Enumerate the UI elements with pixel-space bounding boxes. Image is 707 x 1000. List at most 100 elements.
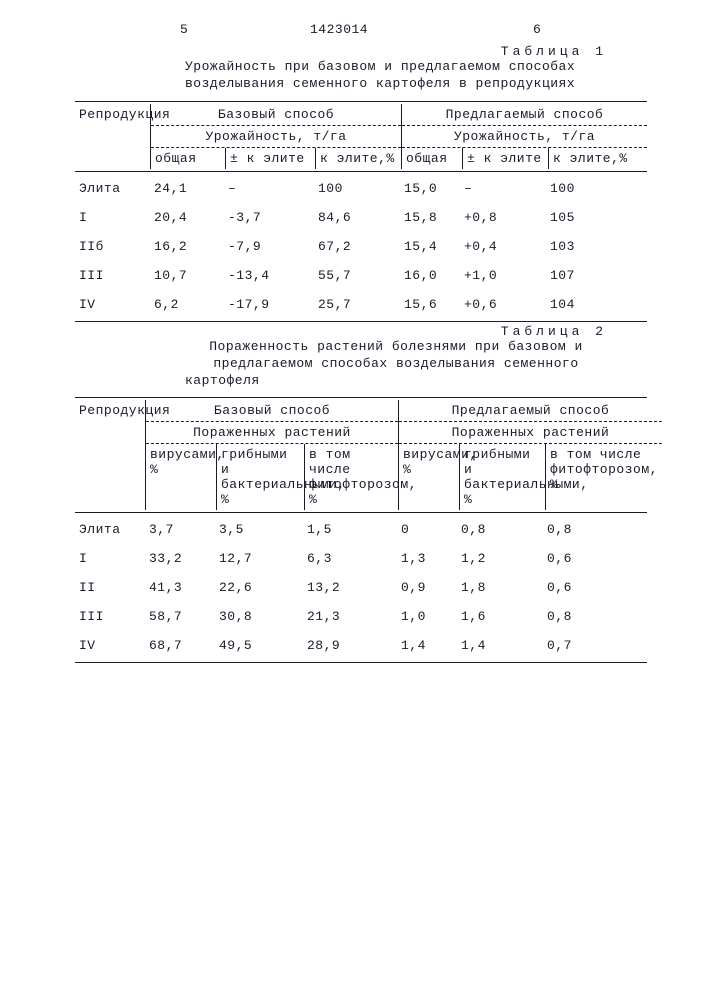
t1-h-pm2: ± к элите <box>462 148 548 169</box>
cell: 1,4 <box>457 631 543 660</box>
cell: 15,8 <box>400 203 460 232</box>
cell: 6,2 <box>150 290 224 319</box>
cell-rep: IIб <box>75 232 150 261</box>
t1-h-total: общая <box>151 148 225 169</box>
cell: – <box>224 174 314 203</box>
page-num-right: 6 <box>533 22 541 37</box>
cell: 16,2 <box>150 232 224 261</box>
table-row: IIб16,2-7,967,215,4+0,4103 <box>75 232 647 261</box>
cell-rep: III <box>75 261 150 290</box>
cell: 30,8 <box>215 602 303 631</box>
page-num-left: 5 <box>180 22 188 37</box>
page-numbers: 5 1423014 6 <box>75 22 647 42</box>
cell: 103 <box>546 232 647 261</box>
cell: 0,9 <box>397 573 457 602</box>
t2-h-aff-b: Пораженных растений <box>146 422 398 443</box>
cell: 33,2 <box>145 544 215 573</box>
cell: 6,3 <box>303 544 397 573</box>
cell: 20,4 <box>150 203 224 232</box>
t1-h-prop: Предлагаемый способ <box>402 104 647 125</box>
cell: 105 <box>546 203 647 232</box>
cell: 15,0 <box>400 174 460 203</box>
table-row: I20,4-3,784,615,8+0,8105 <box>75 203 647 232</box>
cell: 107 <box>546 261 647 290</box>
cell: 1,4 <box>397 631 457 660</box>
cell-rep: Элита <box>75 174 150 203</box>
cell: 0 <box>397 515 457 544</box>
table-row: IV6,2-17,925,715,6+0,6104 <box>75 290 647 319</box>
t1-h-rep: Репродукция <box>75 104 150 169</box>
cell: 3,5 <box>215 515 303 544</box>
cell: +1,0 <box>460 261 546 290</box>
cell: 3,7 <box>145 515 215 544</box>
cell: 1,2 <box>457 544 543 573</box>
cell: 16,0 <box>400 261 460 290</box>
table2-label: Таблица 2 <box>75 324 607 339</box>
cell: 104 <box>546 290 647 319</box>
cell: 12,7 <box>215 544 303 573</box>
table-row: IV68,749,528,91,41,40,7 <box>75 631 647 660</box>
cell: 41,3 <box>145 573 215 602</box>
cell: 68,7 <box>145 631 215 660</box>
cell: – <box>460 174 546 203</box>
table2-body: Элита3,73,51,50 0,8 0,8 I33,212,76,31,31,20… <box>75 515 647 660</box>
cell: 100 <box>314 174 400 203</box>
cell: 100 <box>546 174 647 203</box>
cell: 21,3 <box>303 602 397 631</box>
t2-h-aff-p: Пораженных растений <box>399 422 662 443</box>
t2-h-prop: Предлагаемый способ <box>399 400 662 421</box>
t2-h-v2: вирусами, % <box>399 444 459 510</box>
cell: 49,5 <box>215 631 303 660</box>
cell: 24,1 <box>150 174 224 203</box>
t2-h-base: Базовый способ <box>146 400 398 421</box>
cell: 1,3 <box>397 544 457 573</box>
page: 5 1423014 6 Таблица 1 Урожайность при ба… <box>0 0 707 663</box>
t2-h-v: вирусами, % <box>146 444 216 510</box>
cell: +0,4 <box>460 232 546 261</box>
cell-rep: IV <box>75 290 150 319</box>
t1-h-pct: к элите,% <box>315 148 401 169</box>
table2: Репродукция Базовый способ Пораженных ра… <box>75 397 647 663</box>
cell: 15,4 <box>400 232 460 261</box>
cell: 1,5 <box>303 515 397 544</box>
cell-rep: III <box>75 602 145 631</box>
cell: 67,2 <box>314 232 400 261</box>
cell-rep: Элита <box>75 515 145 544</box>
cell-rep: II <box>75 573 145 602</box>
table1-caption: Урожайность при базовом и предлагаемом с… <box>185 59 607 93</box>
t2-h-f2: в том числе фитофторозом, % <box>545 444 662 510</box>
cell: 0,8 <box>543 515 647 544</box>
cell: 28,9 <box>303 631 397 660</box>
cell: 15,6 <box>400 290 460 319</box>
t2-h-g: грибными и бактериальными, % <box>216 444 304 510</box>
table-row: III58,730,821,31,01,60,8 <box>75 602 647 631</box>
cell: 10,7 <box>150 261 224 290</box>
t2-h-g2: грибными и бактериальными, % <box>459 444 545 510</box>
cell: -3,7 <box>224 203 314 232</box>
t1-h-yield-p: Урожайность, т/га <box>402 126 647 147</box>
t1-h-yield-b: Урожайность, т/га <box>151 126 401 147</box>
table-row: II41,322,613,20,91,80,6 <box>75 573 647 602</box>
t1-h-pct2: к элите,% <box>548 148 647 169</box>
table2-caption: Пораженность растений болезнями при базо… <box>185 339 607 390</box>
cell: 22,6 <box>215 573 303 602</box>
cell: 1,6 <box>457 602 543 631</box>
cell: 0,8 <box>543 602 647 631</box>
cell-rep: I <box>75 203 150 232</box>
table-row: III10,7-13,455,716,0+1,0107 <box>75 261 647 290</box>
cell: 55,7 <box>314 261 400 290</box>
cell-rep: I <box>75 544 145 573</box>
t2-h-f: в том числе фитофторозом, % <box>304 444 398 510</box>
t1-h-base: Базовый способ <box>151 104 401 125</box>
cell: 13,2 <box>303 573 397 602</box>
cell: 25,7 <box>314 290 400 319</box>
t1-h-total2: общая <box>402 148 462 169</box>
cell: +0,6 <box>460 290 546 319</box>
cell: 0,6 <box>543 544 647 573</box>
t2-h-rep: Репродукция <box>75 400 145 510</box>
table1-label: Таблица 1 <box>75 44 607 59</box>
document-number: 1423014 <box>310 22 368 37</box>
cell: -13,4 <box>224 261 314 290</box>
cell: +0,8 <box>460 203 546 232</box>
table1-body: Элита24,1–10015,0–100I20,4-3,784,615,8+0… <box>75 174 647 319</box>
